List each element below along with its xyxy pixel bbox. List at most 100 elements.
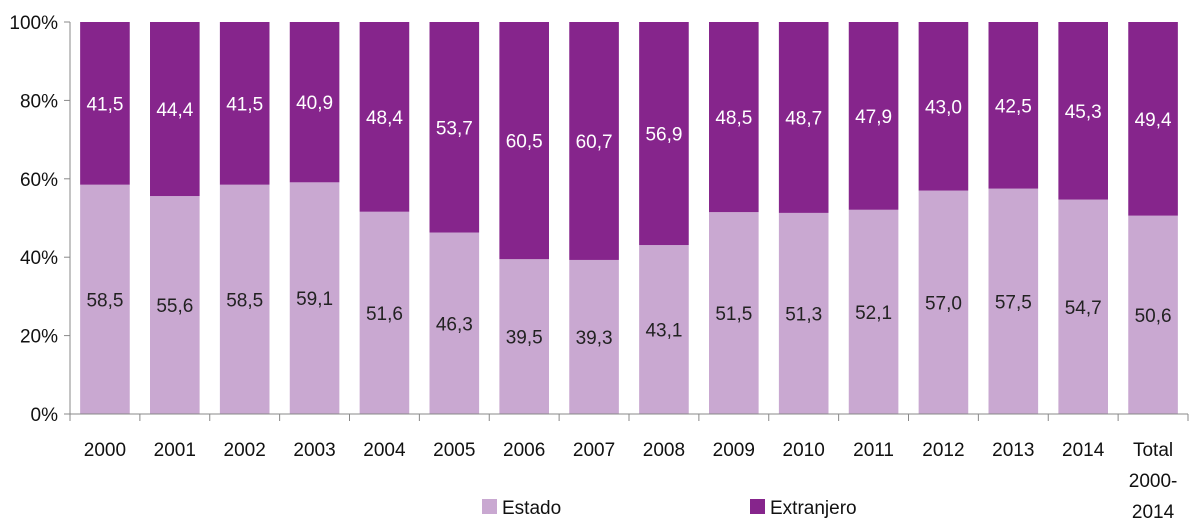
y-tick-label: 80%: [20, 91, 58, 112]
x-tick-label-line: 2000: [84, 440, 126, 461]
x-tick-label: 2004: [363, 440, 406, 461]
x-tick-label: 2012: [922, 440, 964, 461]
bar-estado: [1128, 215, 1178, 414]
bar-estado: [569, 259, 619, 414]
x-tick-label: 2003: [293, 440, 335, 461]
y-tick-label: 60%: [20, 170, 58, 191]
bar-estado: [918, 190, 969, 414]
data-label-extranjero: 49,4: [1135, 110, 1172, 131]
data-label-estado: 55,6: [156, 296, 193, 317]
y-axis: 0% 20% 40% 60% 80% 100%: [9, 13, 71, 426]
x-tick-label-line: 2008: [643, 440, 685, 461]
bar-extranjero: [359, 22, 410, 212]
x-tick-label: 2010: [783, 440, 825, 461]
x-tick-label: 2008: [643, 440, 685, 461]
x-tick-label: 2005: [433, 440, 475, 461]
x-tick-label-line: 2000-: [1129, 471, 1178, 492]
x-tick-label-line: 2007: [573, 440, 615, 461]
data-label-extranjero: 53,7: [436, 118, 473, 139]
x-tick-label: 2013: [992, 440, 1034, 461]
data-label-extranjero: 41,5: [226, 94, 263, 115]
bar-estado: [429, 232, 480, 414]
y-tick-label: 40%: [20, 248, 58, 269]
data-label-estado: 51,5: [715, 304, 752, 325]
x-tick-label: 2006: [503, 440, 545, 461]
x-tick-label-line: Total: [1133, 440, 1173, 461]
bar-estado: [639, 245, 689, 414]
legend-label-extranjero: Extranjero: [770, 498, 857, 519]
data-label-extranjero: 45,3: [1065, 102, 1102, 123]
x-tick-label: 2014: [1062, 440, 1105, 461]
bar-estado: [80, 184, 130, 414]
x-tick-label-line: 2014: [1132, 502, 1175, 521]
data-label-estado: 46,3: [436, 314, 473, 335]
bar-estado: [848, 209, 899, 414]
x-tick-label-line: 2012: [922, 440, 964, 461]
x-tick-label: 2001: [154, 440, 196, 461]
data-label-estado: 52,1: [855, 303, 892, 324]
y-tick-label: 100%: [9, 13, 58, 34]
x-tick-label-line: 2013: [992, 440, 1034, 461]
data-label-extranjero: 48,4: [366, 108, 403, 129]
bar-extranjero: [988, 22, 1039, 189]
x-tick-label: 2007: [573, 440, 615, 461]
bar-estado: [988, 188, 1039, 414]
bar-extranjero: [289, 22, 340, 183]
legend: Estado Extranjero: [482, 498, 857, 519]
bar-extranjero: [1128, 22, 1178, 216]
bar-extranjero: [778, 22, 829, 213]
data-label-extranjero: 60,5: [506, 132, 543, 153]
bar-extranjero: [429, 22, 480, 233]
bar-estado: [1058, 199, 1108, 414]
legend-label-estado: Estado: [502, 498, 561, 519]
data-label-estado: 43,1: [645, 321, 682, 342]
bar-estado: [499, 259, 549, 414]
data-label-extranjero: 48,7: [785, 108, 822, 129]
y-tick-label: 0%: [31, 405, 59, 426]
data-label-extranjero: 42,5: [995, 96, 1032, 117]
data-label-estado: 58,5: [226, 290, 263, 311]
x-tick-label-line: 2001: [154, 440, 196, 461]
bar-extranjero: [848, 22, 899, 210]
bar-extranjero: [639, 22, 689, 246]
data-label-extranjero: 41,5: [86, 94, 123, 115]
x-tick-label-line: 2002: [224, 440, 266, 461]
y-tick-label: 20%: [20, 327, 58, 348]
data-label-estado: 59,1: [296, 289, 333, 310]
data-label-estado: 51,6: [366, 304, 403, 325]
bar-extranjero: [150, 22, 200, 197]
x-tick-label: 2009: [713, 440, 755, 461]
data-label-extranjero: 48,5: [715, 108, 752, 129]
data-label-extranjero: 60,7: [576, 132, 613, 153]
legend-swatch-extranjero: [750, 499, 765, 514]
x-tick-label: 2002: [224, 440, 266, 461]
bar-estado: [709, 212, 759, 414]
x-tick-label-line: 2003: [293, 440, 335, 461]
data-label-estado: 57,0: [925, 293, 962, 314]
x-tick-label-line: 2004: [363, 440, 406, 461]
x-tick-label: Total 2000- 2014: [1129, 440, 1178, 521]
bar-extranjero: [709, 22, 759, 213]
data-label-estado: 50,6: [1135, 306, 1172, 327]
x-tick-label: 2011: [853, 440, 894, 461]
data-label-estado: 51,3: [785, 304, 822, 325]
bar-estado: [219, 184, 270, 414]
bar-extranjero: [918, 22, 969, 191]
data-label-estado: 57,5: [995, 292, 1032, 313]
data-label-extranjero: 40,9: [296, 93, 333, 114]
bar-estado: [289, 182, 340, 414]
legend-swatch-estado: [482, 499, 497, 514]
x-tick-label-line: 2006: [503, 440, 545, 461]
x-axis: 2000 2001 2002 2003 2004 2005 2006 2007 2008 2009…: [69, 413, 1189, 521]
bar-extranjero: [569, 22, 619, 260]
data-label-estado: 39,5: [506, 328, 543, 349]
x-tick-label-line: 2009: [713, 440, 755, 461]
x-tick-label-line: 2011: [853, 440, 894, 461]
data-label-extranjero: 44,4: [156, 100, 193, 121]
data-label-estado: 54,7: [1065, 298, 1102, 319]
data-label-extranjero: 56,9: [645, 125, 682, 146]
data-label-extranjero: 47,9: [855, 107, 892, 128]
x-tick-label-line: 2010: [783, 440, 825, 461]
data-label-extranjero: 43,0: [925, 97, 962, 118]
